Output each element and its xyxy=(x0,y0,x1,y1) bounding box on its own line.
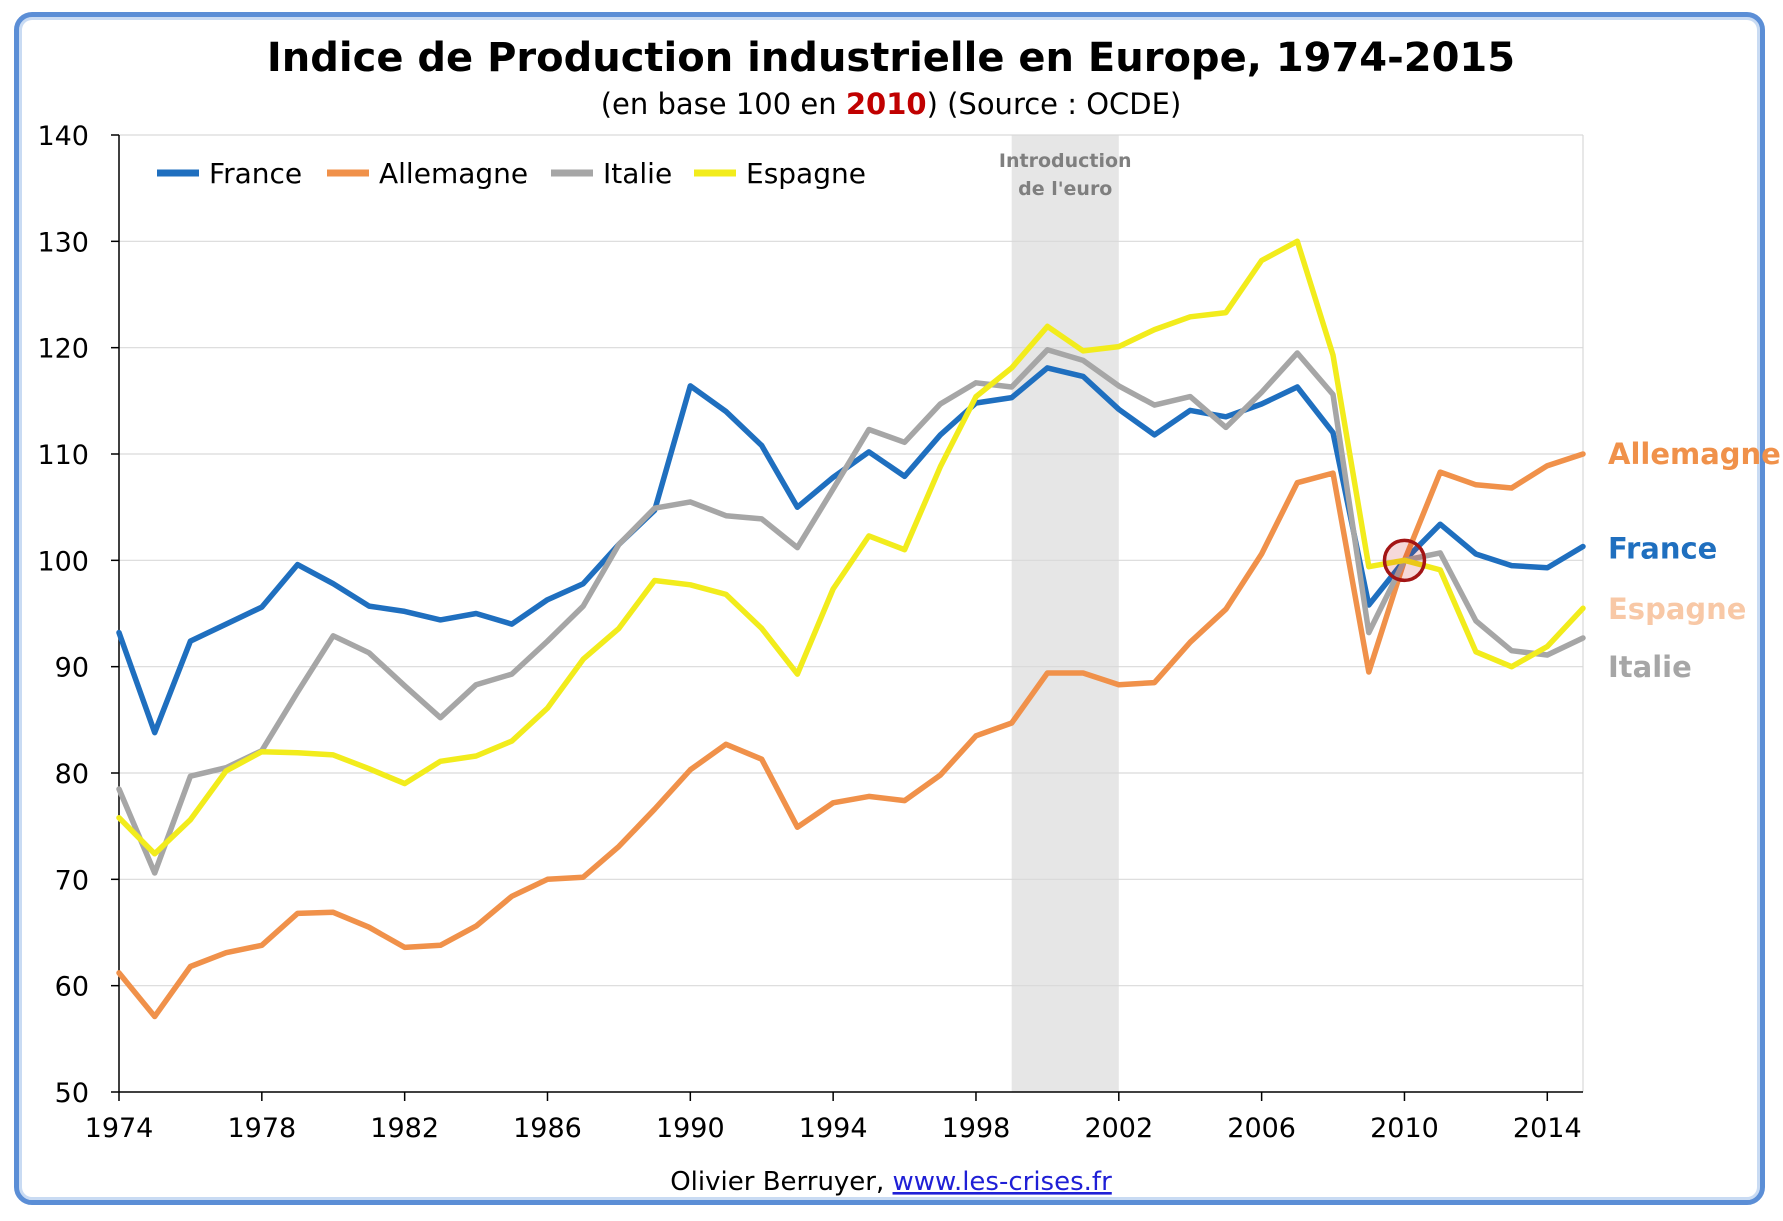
end-label-espagne: Espagne xyxy=(1608,592,1746,626)
legend: France Allemagne Italie Espagne xyxy=(157,157,866,190)
y-tick-label: 90 xyxy=(55,653,89,684)
base-year-marker xyxy=(1382,538,1427,583)
series-line-italie xyxy=(116,347,1586,876)
series-lines xyxy=(116,238,1586,1020)
y-tick-label: 140 xyxy=(37,121,89,152)
shaded-band-layer: Introduction de l'euro xyxy=(999,135,1132,1092)
subtitle-highlight: 2010 xyxy=(846,87,927,121)
euro-band xyxy=(1011,135,1119,1092)
x-tick-label: 2010 xyxy=(1370,1113,1439,1144)
footer-link[interactable]: www.les-crises.fr xyxy=(893,1167,1113,1197)
series-line-allemagne xyxy=(116,451,1586,1020)
chart-subtitle: (en base 100 en 2010) (Source : OCDE) xyxy=(601,87,1182,121)
y-tick-label: 110 xyxy=(37,440,89,471)
legend-label-allemagne: Allemagne xyxy=(379,157,528,190)
euro-band-label: de l'euro xyxy=(1018,178,1112,200)
x-tick-label: 1986 xyxy=(513,1113,582,1144)
subtitle-prefix: (en base 100 en xyxy=(601,87,846,121)
x-tick-label: 1978 xyxy=(227,1113,296,1144)
legend-label-italie: Italie xyxy=(603,157,672,190)
y-tick-label: 100 xyxy=(37,546,89,577)
series-line-espagne xyxy=(116,238,1586,857)
legend-label-espagne: Espagne xyxy=(746,157,866,190)
legend-label-france: France xyxy=(209,157,302,190)
chart-title: Indice de Production industrielle en Eur… xyxy=(267,35,1515,81)
x-tick-label: 1982 xyxy=(370,1113,439,1144)
x-tick-label: 2014 xyxy=(1513,1113,1582,1144)
subtitle-suffix: ) (Source : OCDE) xyxy=(927,87,1182,121)
x-tick-label: 1994 xyxy=(799,1113,868,1144)
y-tick-label: 130 xyxy=(37,227,89,258)
x-tick-label: 1974 xyxy=(85,1113,154,1144)
highlight-marker-layer xyxy=(1382,538,1427,583)
footer-author: Olivier Berruyer, xyxy=(670,1167,892,1197)
chart-frame xyxy=(14,12,1765,1205)
footer: Olivier Berruyer, www.les-crises.fr xyxy=(670,1167,1112,1197)
y-tick-label: 120 xyxy=(37,334,89,365)
x-tick-label: 1998 xyxy=(942,1113,1011,1144)
end-label-italie: Italie xyxy=(1608,650,1692,684)
x-tick-label: 2006 xyxy=(1227,1113,1296,1144)
y-tick-label: 70 xyxy=(55,865,89,896)
x-tick-label: 1990 xyxy=(656,1113,725,1144)
y-tick-label: 80 xyxy=(55,759,89,790)
y-tick-label: 60 xyxy=(55,972,89,1003)
x-tick-label: 2002 xyxy=(1084,1113,1153,1144)
series-line-france xyxy=(116,365,1586,736)
end-label-allemagne: Allemagne xyxy=(1608,437,1781,471)
euro-band-label: Introduction xyxy=(999,150,1132,172)
end-label-france: France xyxy=(1608,532,1717,566)
y-tick-label: 50 xyxy=(55,1078,89,1109)
axes: 50 60 70 80 90 100 110 120 130 140 1974 1978 1982 198… xyxy=(37,121,1583,1144)
end-labels: Allemagne France Espagne Italie xyxy=(1608,437,1781,684)
